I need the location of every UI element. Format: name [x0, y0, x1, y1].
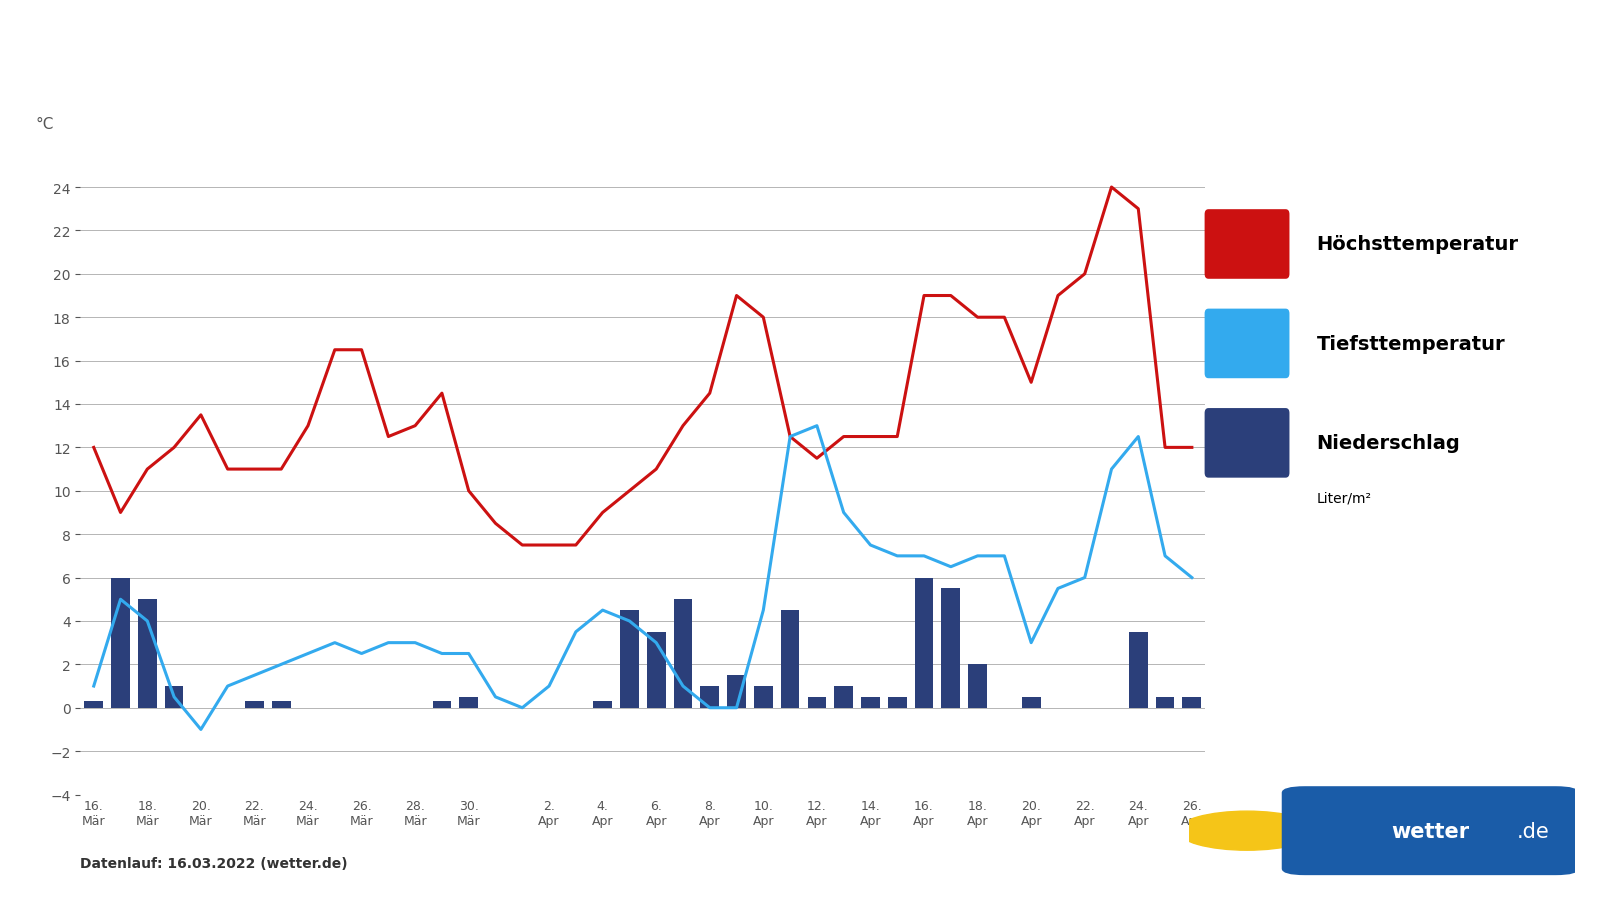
Text: wetter: wetter: [1392, 821, 1469, 841]
Text: .de: .de: [1517, 821, 1549, 841]
Bar: [460, 697, 479, 708]
Bar: [111, 578, 130, 708]
Bar: [967, 665, 987, 708]
Text: Niederschlag: Niederschlag: [1316, 433, 1461, 453]
FancyBboxPatch shape: [1205, 209, 1289, 279]
Bar: [726, 675, 746, 708]
Bar: [166, 686, 183, 708]
Bar: [834, 686, 853, 708]
FancyBboxPatch shape: [1205, 309, 1289, 379]
Bar: [808, 697, 826, 708]
Bar: [272, 702, 291, 708]
Bar: [942, 589, 961, 708]
FancyBboxPatch shape: [1282, 787, 1578, 875]
Text: Datenlauf: 16.03.2022 (wetter.de): Datenlauf: 16.03.2022 (wetter.de): [80, 856, 349, 870]
Text: Höchsttemperatur: Höchsttemperatur: [1316, 235, 1519, 255]
Bar: [646, 632, 665, 708]
Text: Liter/m²: Liter/m²: [1316, 491, 1371, 505]
Bar: [138, 600, 157, 708]
FancyBboxPatch shape: [1205, 408, 1289, 479]
Bar: [914, 578, 934, 708]
Text: °C: °C: [35, 116, 53, 132]
Bar: [1155, 697, 1175, 708]
Text: Hamburg - 42 Tage Wettertrend: Hamburg - 42 Tage Wettertrend: [71, 58, 617, 87]
Text: Tiefsttemperatur: Tiefsttemperatur: [1316, 334, 1506, 354]
Bar: [887, 697, 906, 708]
Bar: [754, 686, 773, 708]
Bar: [85, 702, 103, 708]
Bar: [673, 600, 693, 708]
Bar: [861, 697, 881, 708]
Bar: [781, 610, 799, 708]
Bar: [701, 686, 720, 708]
Bar: [593, 702, 612, 708]
Bar: [432, 702, 452, 708]
Bar: [1128, 632, 1147, 708]
Bar: [1022, 697, 1041, 708]
Bar: [620, 610, 640, 708]
Bar: [1183, 697, 1202, 708]
Circle shape: [1178, 811, 1316, 851]
Bar: [246, 702, 264, 708]
